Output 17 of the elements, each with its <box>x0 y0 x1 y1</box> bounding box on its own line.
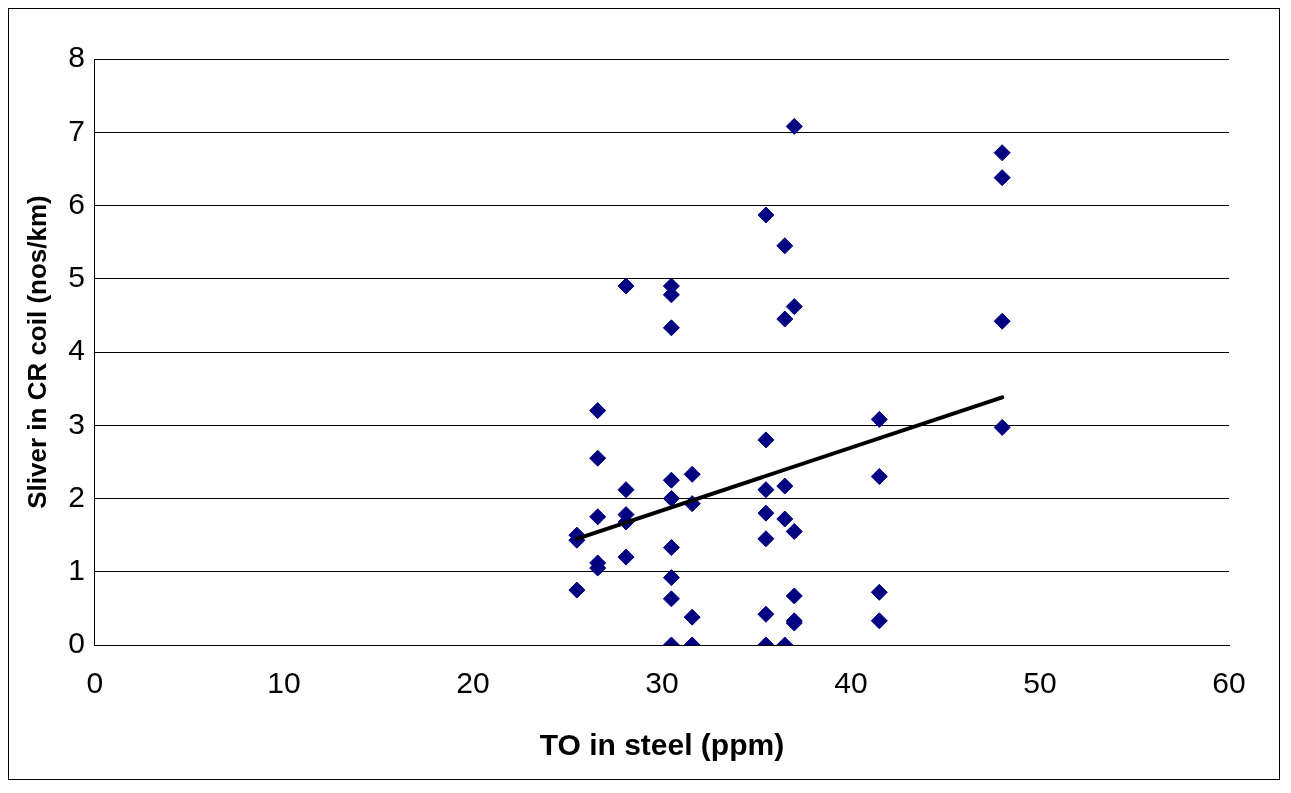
y-tick-label: 0 <box>68 626 85 660</box>
x-tick-label: 10 <box>267 666 301 700</box>
y-tick-label: 2 <box>68 479 85 513</box>
y-tick-label: 5 <box>68 260 85 294</box>
x-tick-label: 40 <box>834 666 868 700</box>
y-axis-title: Sliver in CR coil (nos/km) <box>21 195 52 509</box>
x-tick-label: 50 <box>1023 666 1057 700</box>
y-tick-label: 8 <box>68 40 85 74</box>
y-tick-label: 3 <box>68 406 85 440</box>
y-tick-label: 6 <box>68 186 85 220</box>
x-tick-label: 60 <box>1212 666 1246 700</box>
x-tick-label: 30 <box>645 666 679 700</box>
x-axis-title: TO in steel (ppm) <box>539 728 785 762</box>
y-tick-label: 4 <box>68 333 85 367</box>
x-tick-label: 20 <box>456 666 490 700</box>
y-tick-label: 1 <box>68 553 85 587</box>
y-tick-label: 7 <box>68 113 85 147</box>
